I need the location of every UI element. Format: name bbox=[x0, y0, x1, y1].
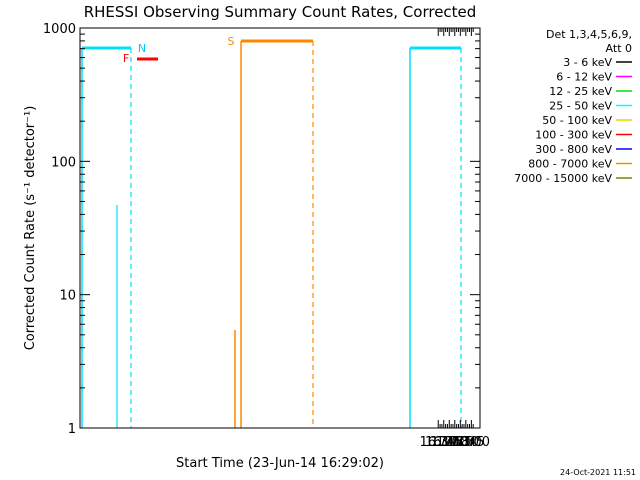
chart-title: RHESSI Observing Summary Count Rates, Co… bbox=[84, 3, 477, 21]
flag-label-f: F bbox=[123, 52, 129, 65]
y-tick-label: 100 bbox=[51, 155, 76, 170]
legend-entry-label: 50 - 100 keV bbox=[542, 114, 612, 127]
y-tick-label: 1 bbox=[68, 422, 76, 437]
flag-label-s: S bbox=[228, 35, 235, 48]
y-tick-label: 1000 bbox=[43, 22, 76, 37]
x-tick-label: 16:45 bbox=[425, 435, 462, 450]
legend-entry-label: 25 - 50 keV bbox=[549, 100, 612, 113]
x-tick-label: 18:00 bbox=[453, 435, 490, 450]
flag-label-n: N bbox=[138, 42, 146, 55]
legend-entry-label: 3 - 6 keV bbox=[563, 56, 612, 69]
footer-date: 24-Oct-2021 11:51 bbox=[560, 468, 636, 477]
legend-entry-label: 800 - 7000 keV bbox=[528, 158, 612, 171]
legend-entry-label: 6 - 12 keV bbox=[556, 71, 612, 84]
legend-header-line-2: Att 0 bbox=[606, 42, 632, 55]
plot-frame bbox=[79, 27, 481, 429]
x-axis-label: Start Time (23-Jun-14 16:29:02) bbox=[176, 456, 384, 471]
legend-entry-label: 12 - 25 keV bbox=[549, 85, 612, 98]
x-tick-label: 17:30 bbox=[442, 435, 479, 450]
x-tick-label: 17:15 bbox=[436, 435, 473, 450]
y-axis-label: Corrected Count Rate (s⁻¹ detector⁻¹) bbox=[23, 106, 38, 351]
flag-layer: NF S bbox=[81, 35, 462, 428]
legend-entry-label: 300 - 800 keV bbox=[535, 143, 612, 156]
legend-entry-label: 100 - 300 keV bbox=[535, 129, 612, 142]
y-tick-label: 10 bbox=[59, 289, 76, 304]
x-tick-label: 17:00 bbox=[431, 435, 468, 450]
legend-entry-label: 7000 - 15000 keV bbox=[514, 172, 612, 185]
legend-header-line-1: Det 1,3,4,5,6,9, bbox=[546, 28, 632, 41]
x-tick-label: 16:30 bbox=[419, 435, 456, 450]
x-tick-label: 17:45 bbox=[447, 435, 484, 450]
